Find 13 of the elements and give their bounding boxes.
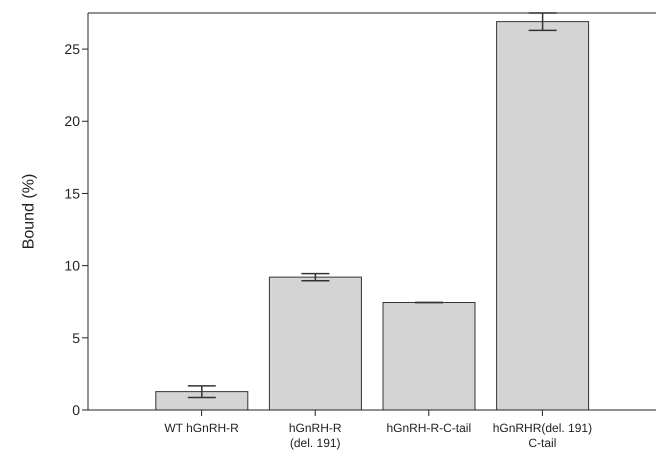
y-axis-title: Bound (%) (20, 174, 38, 250)
x-tick-label: WT hGnRH-R (164, 421, 240, 435)
y-tick-label: 25 (64, 41, 80, 58)
x-tick-label: hGnRH-R (del. 191) (288, 421, 342, 450)
x-tick-label: hGnRH-R-C-tail (386, 421, 472, 435)
bar (382, 302, 476, 410)
y-tick-label: 0 (72, 402, 80, 418)
bar (268, 276, 362, 410)
x-tick-label: hGnRHR(del. 191) C-tail (492, 421, 592, 450)
y-tick-label: 5 (72, 330, 80, 346)
y-tick-label: 20 (64, 113, 80, 130)
y-tick-label: 15 (64, 185, 80, 202)
y-tick-label: 10 (64, 258, 80, 274)
